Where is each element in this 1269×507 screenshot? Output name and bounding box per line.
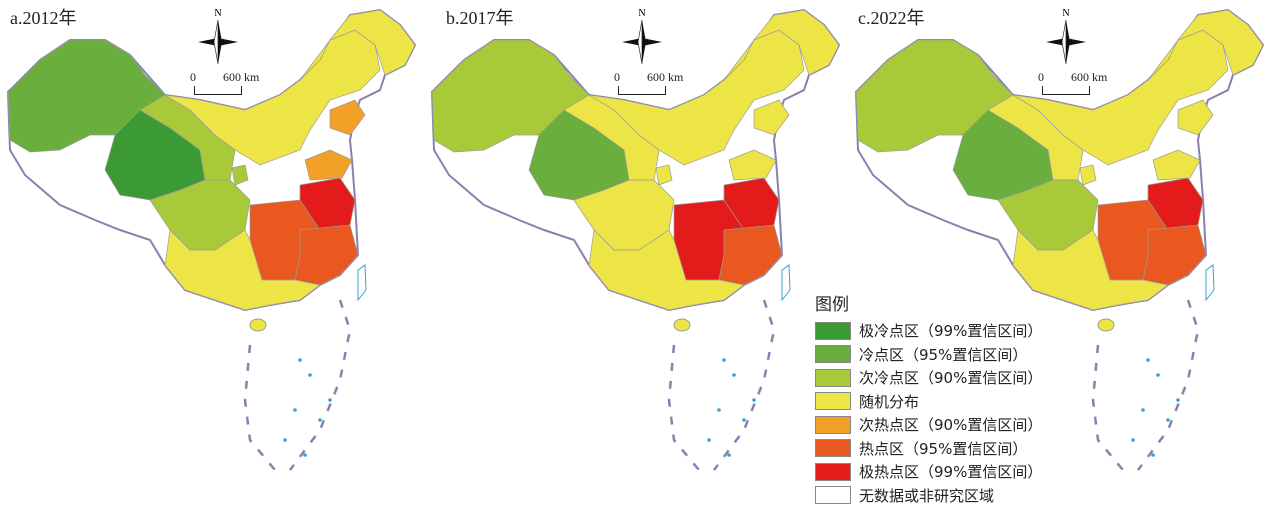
scale-bar: 0 600 km: [614, 70, 683, 85]
legend-label: 极冷点区（99%置信区间）: [859, 320, 1042, 341]
island: [732, 373, 736, 377]
island: [707, 438, 711, 442]
island: [318, 418, 322, 422]
island: [752, 398, 756, 402]
scale-line: [194, 86, 242, 95]
map-panel-2012: a.2012年 N 0 600 km: [0, 0, 425, 497]
legend-title: 图例: [815, 290, 1265, 315]
svg-text:N: N: [1062, 8, 1069, 19]
compass-star: N: [196, 6, 240, 66]
compass-star: N: [620, 6, 664, 66]
legend-swatch: [815, 416, 851, 434]
legend-item: 冷点区（95%置信区间）: [815, 343, 1265, 367]
region-jiangxi_zhejiang: [719, 225, 782, 285]
island: [293, 408, 297, 412]
legend-label: 热点区（95%置信区间）: [859, 438, 1027, 459]
svg-text:N: N: [214, 8, 221, 19]
island: [303, 453, 307, 457]
legend-label: 冷点区（95%置信区间）: [859, 344, 1027, 365]
legend-label: 次冷点区（90%置信区间）: [859, 367, 1042, 388]
scale-zero: 0: [1038, 70, 1044, 84]
legend-swatch: [815, 439, 851, 457]
region-jiangxi_zhejiang: [295, 225, 358, 285]
legend-label: 极热点区（99%置信区间）: [859, 461, 1042, 482]
compass-star: N: [1044, 6, 1088, 66]
scale-max: 600 km: [647, 70, 683, 84]
legend-item: 随机分布: [815, 390, 1265, 414]
scale-line: [618, 86, 666, 95]
legend-swatch: [815, 392, 851, 410]
legend: 图例 极冷点区（99%置信区间） 冷点区（95%置信区间） 次冷点区（90%置信…: [815, 290, 1265, 507]
island: [298, 358, 302, 362]
region-taiwan: [358, 265, 366, 300]
legend-swatch: [815, 486, 851, 504]
map-panel-2017: b.2017年 N 0 600 km: [424, 0, 849, 497]
legend-swatch: [815, 322, 851, 340]
region-jiangxi_zhejiang: [1143, 225, 1206, 285]
scale-bar: 0 600 km: [1038, 70, 1107, 85]
region-hainan: [674, 319, 690, 331]
legend-swatch: [815, 463, 851, 481]
scale-bar: 0 600 km: [190, 70, 259, 85]
svg-text:N: N: [638, 8, 645, 19]
scale-zero: 0: [190, 70, 196, 84]
island: [727, 453, 731, 457]
legend-label: 次热点区（90%置信区间）: [859, 414, 1042, 435]
scale-max: 600 km: [223, 70, 259, 84]
legend-item: 极热点区（99%置信区间）: [815, 460, 1265, 484]
legend-label: 无数据或非研究区域: [859, 485, 994, 506]
legend-item: 无数据或非研究区域: [815, 484, 1265, 507]
region-taiwan: [782, 265, 790, 300]
scale-zero: 0: [614, 70, 620, 84]
island: [722, 358, 726, 362]
legend-item: 极冷点区（99%置信区间）: [815, 319, 1265, 343]
island: [308, 373, 312, 377]
scale-max: 600 km: [1071, 70, 1107, 84]
legend-item: 热点区（95%置信区间）: [815, 437, 1265, 461]
legend-item: 次冷点区（90%置信区间）: [815, 366, 1265, 390]
island: [328, 398, 332, 402]
legend-swatch: [815, 345, 851, 363]
legend-label: 随机分布: [859, 391, 919, 412]
legend-swatch: [815, 369, 851, 387]
scale-line: [1042, 86, 1090, 95]
legend-item: 次热点区（90%置信区间）: [815, 413, 1265, 437]
region-hainan: [250, 319, 266, 331]
island: [717, 408, 721, 412]
island: [283, 438, 287, 442]
island: [742, 418, 746, 422]
